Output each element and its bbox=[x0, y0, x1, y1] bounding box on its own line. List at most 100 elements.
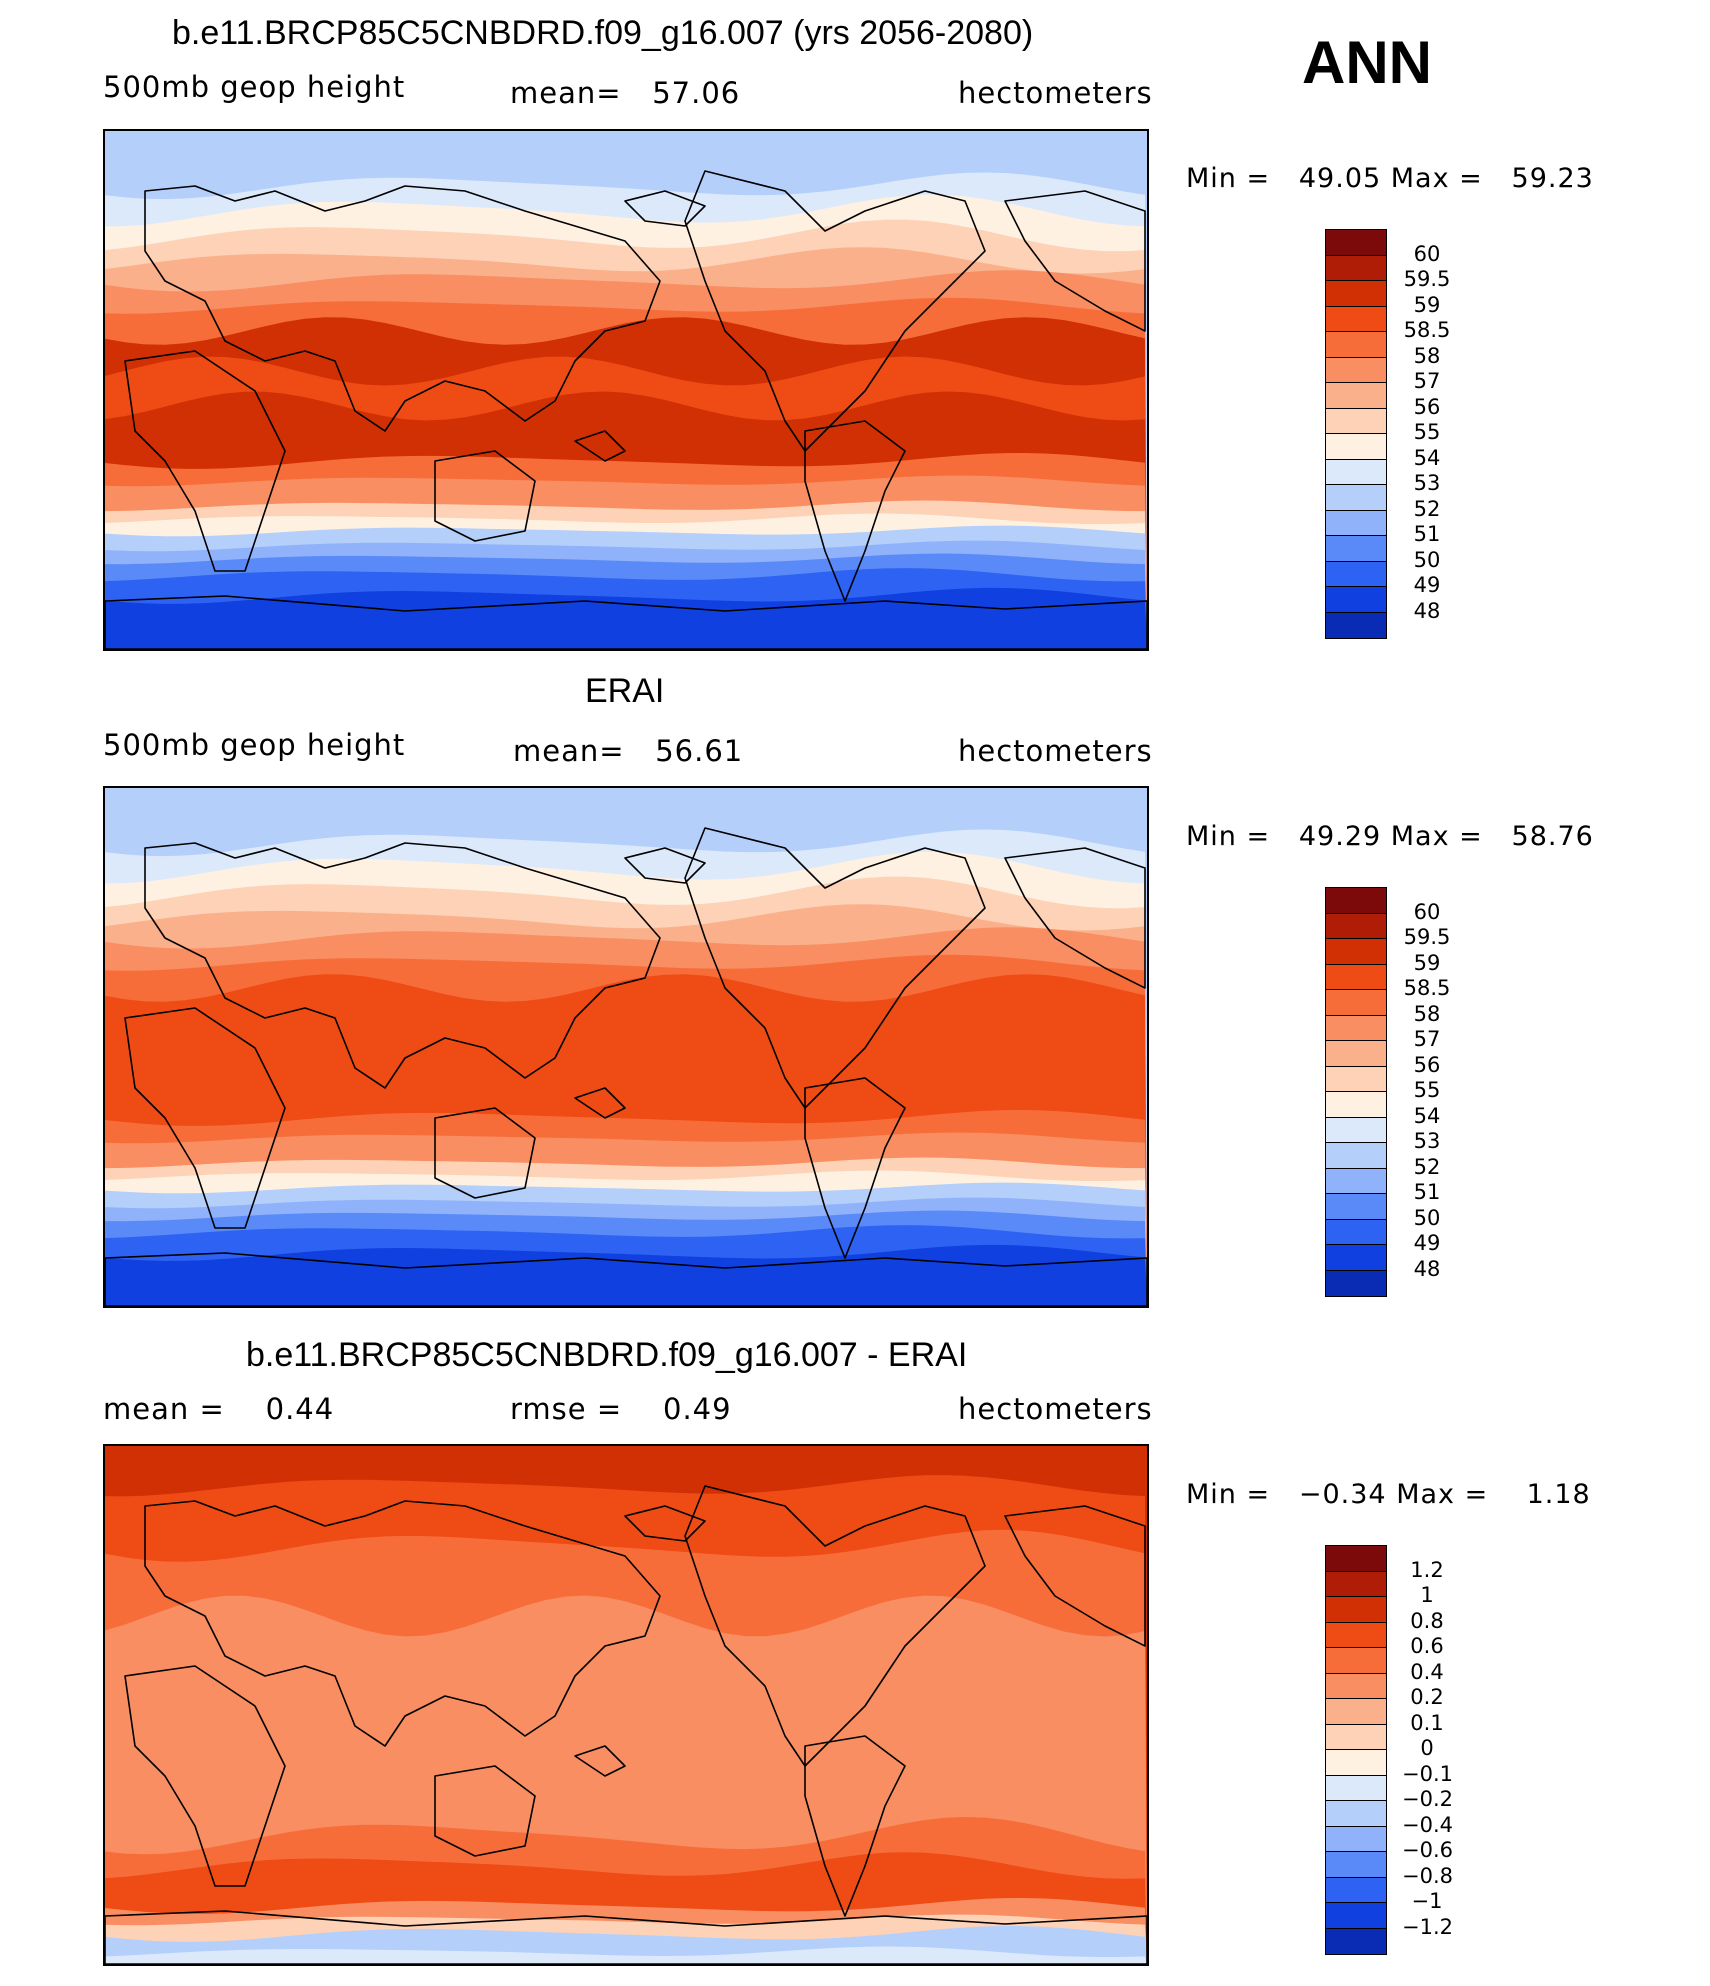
units-label: hectometers bbox=[958, 1392, 1153, 1426]
map-panel bbox=[103, 786, 1149, 1308]
colorbar bbox=[1325, 229, 1387, 639]
colorbar-tick-label: 59.5 bbox=[1403, 925, 1451, 949]
colorbar-segment bbox=[1326, 1673, 1386, 1699]
colorbar-tick-label: 59.5 bbox=[1403, 267, 1451, 291]
colorbar-tick-label: 1.2 bbox=[1410, 1557, 1444, 1582]
map-panel bbox=[103, 1444, 1149, 1966]
coastline bbox=[105, 595, 1147, 649]
panel-title: b.e11.BRCP85C5CNBDRD.f09_g16.007 - ERAI bbox=[246, 1336, 968, 1374]
colorbar-segment bbox=[1326, 536, 1386, 562]
colorbar-tick-label: 59 bbox=[1413, 292, 1441, 317]
colorbar-segment bbox=[1326, 1877, 1386, 1903]
colorbar-segment bbox=[1326, 587, 1386, 613]
colorbar-segment bbox=[1326, 1092, 1386, 1118]
colorbar bbox=[1325, 887, 1387, 1297]
colorbar-segment bbox=[1326, 1245, 1386, 1271]
colorbar-segment bbox=[1326, 1801, 1386, 1827]
band bbox=[105, 1946, 1147, 1964]
coastline bbox=[1004, 190, 1146, 332]
colorbar-segment bbox=[1326, 459, 1386, 485]
colorbar-segment bbox=[1326, 1194, 1386, 1220]
colorbar-tick-label: 1 bbox=[1420, 1583, 1434, 1607]
colorbar-tick-label: −0.2 bbox=[1402, 1787, 1453, 1811]
colorbar-segment bbox=[1326, 281, 1386, 307]
colorbar-segment bbox=[1326, 332, 1386, 358]
colorbar-tick-label: 58 bbox=[1413, 343, 1441, 368]
colorbar-tick-label: 52 bbox=[1413, 1154, 1441, 1179]
mean-label: mean = 0.44 bbox=[103, 1392, 335, 1426]
colorbar-tick-label: 58.5 bbox=[1403, 318, 1451, 342]
colorbar-tick-label: 53 bbox=[1413, 1129, 1441, 1153]
mean-label: mean= 56.61 bbox=[513, 734, 744, 768]
colorbar-tick-label: 51 bbox=[1413, 1180, 1441, 1204]
coastline bbox=[144, 185, 661, 432]
coastline bbox=[624, 1505, 706, 1542]
colorbar-tick-label: 48 bbox=[1413, 598, 1441, 623]
colorbar-tick-label: 58.5 bbox=[1403, 976, 1451, 1000]
coastline bbox=[684, 827, 986, 1109]
colorbar-tick-label: 54 bbox=[1413, 445, 1441, 470]
colorbar-segment bbox=[1326, 888, 1386, 914]
colorbar-segment bbox=[1326, 1903, 1386, 1929]
colorbar-segment bbox=[1326, 1928, 1386, 1954]
colorbar-tick-label: 55 bbox=[1413, 420, 1441, 444]
coastline bbox=[144, 842, 661, 1089]
variable-label: 500mb geop height bbox=[103, 70, 406, 104]
coastline bbox=[624, 190, 706, 227]
colorbar-segment bbox=[1326, 1699, 1386, 1725]
colorbar-segment bbox=[1326, 408, 1386, 434]
colorbar-segment bbox=[1326, 1015, 1386, 1041]
coastline bbox=[105, 1910, 1147, 1964]
colorbar-tick-label: 0.8 bbox=[1410, 1608, 1444, 1633]
colorbar-tick-label: 57 bbox=[1413, 369, 1441, 393]
coastline bbox=[624, 847, 706, 884]
colorbar-tick-label: 50 bbox=[1413, 1205, 1441, 1230]
colorbar-segment bbox=[1326, 1270, 1386, 1296]
colorbar-tick-label: 0.1 bbox=[1410, 1710, 1444, 1735]
colorbar-segment bbox=[1326, 1622, 1386, 1648]
colorbar-segment bbox=[1326, 230, 1386, 256]
map-panel bbox=[103, 129, 1149, 651]
colorbar-segment bbox=[1326, 1775, 1386, 1801]
colorbar-segment bbox=[1326, 1648, 1386, 1674]
colorbar-segment bbox=[1326, 939, 1386, 965]
coastline bbox=[434, 1107, 536, 1199]
panel-title: b.e11.BRCP85C5CNBDRD.f09_g16.007 (yrs 20… bbox=[172, 14, 1034, 52]
units-label: hectometers bbox=[958, 734, 1153, 768]
coastline bbox=[804, 1735, 906, 1917]
colorbar-tick-label: −0.4 bbox=[1402, 1812, 1453, 1837]
colorbar-tick-label: 60 bbox=[1413, 899, 1441, 924]
coastline bbox=[124, 1007, 286, 1229]
colorbar-segment bbox=[1326, 612, 1386, 638]
min-max-label: Min = 49.29 Max = 58.76 bbox=[1186, 821, 1594, 852]
units-label: hectometers bbox=[958, 76, 1153, 110]
colorbar-tick-label: −1.2 bbox=[1402, 1914, 1453, 1939]
colorbar bbox=[1325, 1545, 1387, 1955]
contour-map bbox=[105, 1446, 1147, 1964]
colorbar-tick-label: 56 bbox=[1413, 394, 1441, 419]
coastline bbox=[804, 1077, 906, 1259]
band bbox=[105, 587, 1147, 649]
colorbar-segment bbox=[1326, 1546, 1386, 1572]
coastline bbox=[574, 1745, 626, 1777]
colorbar-tick-label: 0.4 bbox=[1410, 1659, 1444, 1684]
colorbar-segment bbox=[1326, 561, 1386, 587]
contour-map bbox=[105, 131, 1147, 649]
colorbar-tick-label: 51 bbox=[1413, 522, 1441, 546]
colorbar-segment bbox=[1326, 485, 1386, 511]
coastline bbox=[574, 1087, 626, 1119]
colorbar-segment bbox=[1326, 1597, 1386, 1623]
colorbar-segment bbox=[1326, 383, 1386, 409]
colorbar-tick-label: 0.2 bbox=[1410, 1685, 1444, 1709]
min-max-label: Min = −0.34 Max = 1.18 bbox=[1186, 1479, 1591, 1510]
coastline bbox=[124, 350, 286, 572]
variable-label: 500mb geop height bbox=[103, 728, 406, 762]
colorbar-tick-label: 52 bbox=[1413, 496, 1441, 521]
panel-title: ERAI bbox=[585, 672, 665, 710]
season-label: ANN bbox=[1302, 29, 1432, 96]
colorbar-segment bbox=[1326, 964, 1386, 990]
colorbar-tick-label: 0 bbox=[1420, 1736, 1434, 1760]
colorbar-segment bbox=[1326, 1724, 1386, 1750]
coastline bbox=[1004, 1505, 1146, 1647]
coastline bbox=[105, 1252, 1147, 1306]
